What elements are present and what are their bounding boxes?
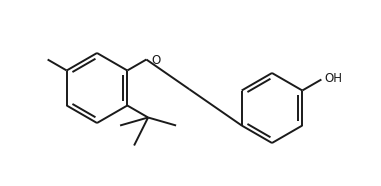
Text: OH: OH — [324, 72, 343, 85]
Text: O: O — [151, 54, 161, 67]
